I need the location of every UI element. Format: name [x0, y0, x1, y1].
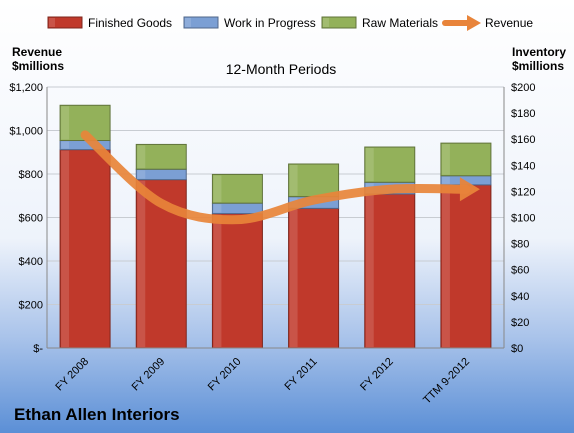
right-tick-label: $120 [511, 186, 535, 198]
bar-highlight [137, 145, 146, 169]
right-tick-label: $0 [511, 343, 523, 355]
right-axis-title-line1: Inventory [512, 45, 566, 59]
right-tick-label: $80 [511, 239, 529, 251]
left-tick-label: $800 [19, 169, 43, 181]
revenue-line [80, 130, 471, 225]
right-tick-label: $40 [511, 291, 529, 303]
legend-swatch-work-in-progress [183, 16, 219, 29]
left-tick-label: $1,200 [9, 82, 43, 94]
right-tick-label: $180 [511, 108, 535, 120]
bar-highlight [61, 141, 70, 149]
chart-title: 12-Month Periods [226, 61, 337, 77]
left-tick-label: $1,000 [9, 126, 43, 138]
right-tick-label: $160 [511, 134, 535, 146]
legend-label: Raw Materials [362, 16, 438, 30]
right-tick-label: $20 [511, 317, 529, 329]
legend-label: Finished Goods [88, 16, 172, 30]
bar-highlight [61, 150, 70, 347]
legend-swatch-highlight [49, 18, 55, 27]
left-axis-title-line2: $millions [12, 59, 64, 73]
bar-highlight [441, 185, 450, 347]
right-tick-label: $60 [511, 265, 529, 277]
right-axis-title-line2: $millions [512, 59, 564, 73]
bar-highlight [137, 180, 146, 347]
bar-highlight [213, 204, 222, 213]
legend-label: Revenue [485, 16, 533, 30]
legend-arrowhead [467, 15, 481, 31]
left-axis-title-line1: Revenue [12, 45, 62, 59]
left-tick-label: $200 [19, 300, 43, 312]
bar-highlight [213, 214, 222, 347]
legend-swatch-finished-goods [47, 16, 83, 29]
bar-highlight [289, 164, 298, 196]
revenue-arrowhead [459, 177, 480, 202]
legend-swatch-highlight [185, 18, 191, 27]
right-tick-label: $200 [511, 82, 535, 94]
right-tick-label: $100 [511, 213, 535, 225]
legend-label: Work in Progress [224, 16, 316, 30]
left-tick-label: $- [33, 343, 43, 355]
bar-highlight [441, 176, 450, 184]
legend: Finished Goods Work in Progress Raw Materi… [47, 15, 533, 31]
line-layer [80, 130, 480, 225]
bar-highlight [61, 106, 70, 140]
company-name: Ethan Allen Interiors [14, 405, 180, 424]
bar-highlight [213, 175, 222, 203]
bar-highlight [289, 209, 298, 347]
left-tick-label: $400 [19, 256, 43, 268]
legend-swatch-raw-materials [321, 16, 357, 29]
right-tick-label: $140 [511, 160, 535, 172]
bar-highlight [365, 195, 374, 347]
legend-swatch-highlight [323, 18, 329, 27]
left-tick-label: $600 [19, 213, 43, 225]
bar-highlight [137, 170, 146, 179]
bar-highlight [441, 144, 450, 175]
bar-highlight [365, 148, 374, 182]
